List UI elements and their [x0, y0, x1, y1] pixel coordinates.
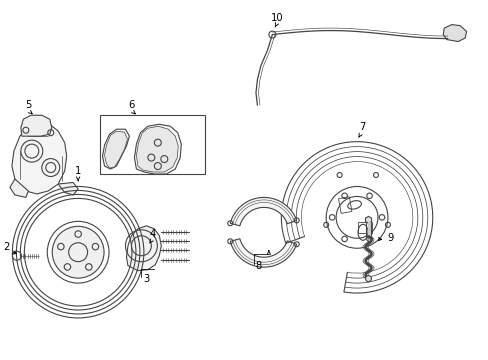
Polygon shape [12, 121, 66, 194]
Bar [357, 222, 371, 233]
Text: 5: 5 [25, 100, 31, 110]
Circle shape [52, 226, 104, 278]
Polygon shape [442, 24, 466, 41]
Text: 2: 2 [4, 242, 10, 252]
Bar [100, 115, 205, 174]
Polygon shape [102, 129, 129, 169]
Polygon shape [230, 239, 296, 267]
Text: 3: 3 [143, 274, 149, 284]
Text: 9: 9 [386, 233, 393, 243]
Polygon shape [230, 197, 296, 226]
Text: 4: 4 [149, 229, 156, 239]
Bar [338, 197, 351, 213]
Text: 6: 6 [128, 100, 134, 110]
Polygon shape [365, 216, 371, 223]
Text: 10: 10 [270, 13, 283, 23]
Polygon shape [21, 115, 52, 136]
Polygon shape [104, 131, 127, 168]
Polygon shape [126, 226, 161, 271]
Circle shape [365, 276, 371, 282]
Polygon shape [58, 183, 78, 195]
Polygon shape [136, 126, 178, 172]
Text: 8: 8 [255, 261, 262, 271]
Text: 7: 7 [358, 122, 365, 132]
Text: 1: 1 [75, 166, 81, 176]
Polygon shape [134, 124, 181, 174]
Polygon shape [10, 179, 28, 197]
